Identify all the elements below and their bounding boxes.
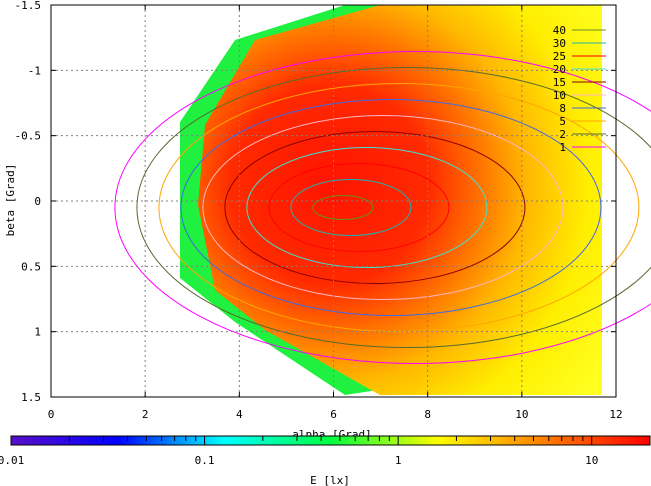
legend-label: 8 <box>559 102 566 115</box>
contour-line <box>224 131 526 285</box>
contour-line <box>246 147 488 269</box>
heat-field <box>180 5 602 395</box>
y-tick-label: 0 <box>34 195 41 208</box>
legend-label: 1 <box>559 141 566 154</box>
y-tick-label: 0.5 <box>21 260 41 273</box>
colorbar-tick-label: 1 <box>395 454 402 467</box>
x-tick-label: 0 <box>48 408 55 421</box>
y-tick-label: 1.5 <box>21 391 41 404</box>
y-tick-label: 1 <box>34 326 41 339</box>
legend-label: 20 <box>553 63 566 76</box>
colorbar-ticks <box>10 436 651 445</box>
axis-ticks <box>50 4 617 398</box>
colorbar-tick-label: 10 <box>585 454 598 467</box>
x-tick-label: 4 <box>236 408 243 421</box>
x-tick-label: 2 <box>142 408 149 421</box>
contour-line <box>312 195 374 221</box>
y-tick-labels: -1.5 -1 -0.5 0 0.5 1 1.5 <box>15 0 42 404</box>
contour-line <box>268 163 450 253</box>
contour-lines <box>114 51 651 364</box>
contour-line <box>180 99 602 317</box>
legend-label: 40 <box>553 24 566 37</box>
contour-line <box>136 67 651 348</box>
y-tick-label: -1 <box>28 64 41 77</box>
grid-lines <box>51 5 616 397</box>
colorbar-label: E [lx] <box>310 474 350 486</box>
contour-line <box>158 83 640 333</box>
contour-line <box>114 51 651 364</box>
heat-region <box>198 5 602 395</box>
legend-label: 15 <box>553 76 566 89</box>
x-tick-label: 6 <box>330 408 337 421</box>
y-tick-label: -1.5 <box>15 0 42 12</box>
legend-label: 2 <box>559 128 566 141</box>
contour-line <box>290 179 412 237</box>
legend-label: 25 <box>553 50 566 63</box>
contour-line <box>202 115 564 301</box>
x-tick-label: 12 <box>609 408 622 421</box>
x-tick-labels: 0 2 4 6 8 10 12 <box>48 408 623 421</box>
x-tick-label: 8 <box>424 408 431 421</box>
y-axis-label: beta [Grad] <box>4 164 17 237</box>
colorbar <box>10 435 651 446</box>
colorbar-tick-labels: 0.01 0.1 1 10 <box>0 454 598 467</box>
colorbar-tick-label: 0.1 <box>195 454 215 467</box>
colorbar-tick-label: 0.01 <box>0 454 24 467</box>
legend-label: 30 <box>553 37 566 50</box>
y-tick-label: -0.5 <box>15 130 42 143</box>
x-tick-label: 10 <box>515 408 528 421</box>
legend-label: 10 <box>553 89 566 102</box>
legend-label: 5 <box>559 115 566 128</box>
